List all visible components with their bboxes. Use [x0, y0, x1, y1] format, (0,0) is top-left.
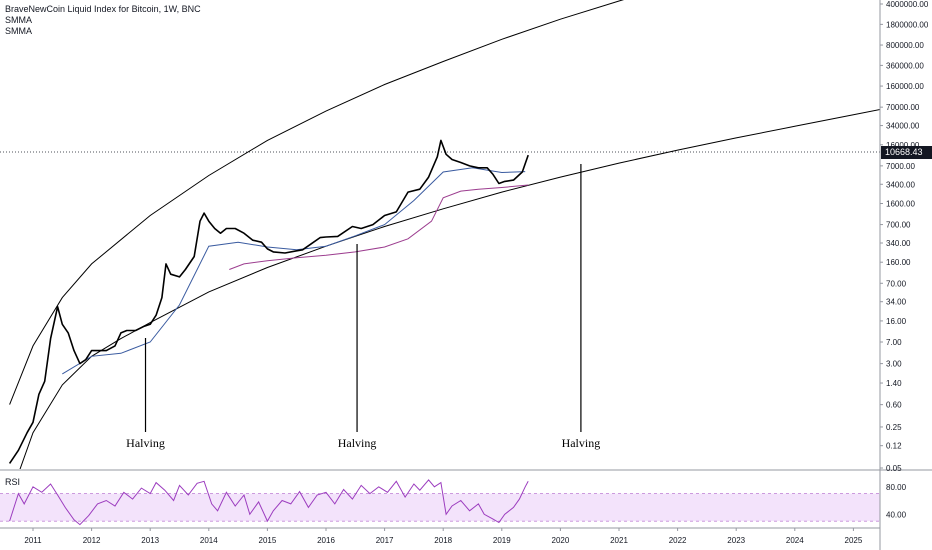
- price-axis-tick: 3400.00: [886, 180, 915, 189]
- price-axis-tick: 7.00: [886, 338, 902, 347]
- time-axis-tick: 2024: [786, 536, 804, 545]
- halving-label: Halving: [126, 436, 165, 450]
- time-axis-tick: 2018: [434, 536, 452, 545]
- time-axis-tick: 2015: [259, 536, 277, 545]
- price-axis-tick: 360000.00: [886, 61, 924, 70]
- price-axis-tick: 0.60: [886, 401, 902, 410]
- smma-layer: [62, 167, 529, 375]
- time-axis-tick: 2014: [200, 536, 218, 545]
- price-axis-tick: 0.12: [886, 442, 902, 451]
- price-axis-tick: 160000.00: [886, 82, 924, 91]
- price-axis-tick: 800000.00: [886, 41, 924, 50]
- time-axis-tick: 2016: [317, 536, 335, 545]
- price-axis-tick: 1800000.00: [886, 20, 929, 29]
- rsi-line: [9, 479, 529, 526]
- price-axis[interactable]: 4000000.00 1800000.00 800000.00 360000.00 16…: [880, 0, 929, 473]
- price-axis-tick: 16.00: [886, 317, 907, 326]
- rsi-layer: [9, 479, 529, 526]
- smma-slow-line: [229, 184, 529, 270]
- time-axis-tick: 2021: [610, 536, 628, 545]
- lower-growth-curve: [19, 109, 880, 469]
- halving-label: Halving: [338, 436, 377, 450]
- curve-layer: [9, 0, 880, 469]
- indicator-smma-slow[interactable]: SMMA: [5, 26, 32, 36]
- price-axis-tick: 7000.00: [886, 162, 915, 171]
- price-axis-tick: 70000.00: [886, 103, 920, 112]
- chart-legend: BraveNewCoin Liquid Index for Bitcoin, 1…: [5, 4, 201, 37]
- rsi-axis-tick: 40.00: [886, 510, 907, 519]
- time-axis[interactable]: 2011 2012 2013 2014 2015 2016 2017 2018 2019 2020…: [24, 528, 863, 545]
- price-axis-tick: 340.00: [886, 239, 911, 248]
- time-axis-tick: 2012: [83, 536, 101, 545]
- rsi-pane[interactable]: [0, 479, 880, 526]
- halving-label: Halving: [562, 436, 601, 450]
- price-axis-tick: 4000000.00: [886, 0, 929, 9]
- time-axis-tick: 2011: [24, 536, 42, 545]
- price-axis-tick: 1600.00: [886, 199, 915, 208]
- price-axis-tick: 3.00: [886, 360, 902, 369]
- price-axis-tick: 34000.00: [886, 122, 920, 131]
- halving-layer: Halving Halving Halving: [126, 164, 600, 450]
- time-axis-tick: 2020: [552, 536, 570, 545]
- upper-growth-curve: [9, 0, 625, 405]
- price-axis-tick: 16000.00: [886, 141, 920, 150]
- price-axis-tick: 1.40: [886, 379, 902, 388]
- rsi-band: [0, 493, 880, 522]
- time-axis-tick: 2017: [376, 536, 394, 545]
- time-axis-tick: 2025: [845, 536, 863, 545]
- price-axis-tick: 34.00: [886, 298, 907, 307]
- time-axis-tick: 2019: [493, 536, 511, 545]
- price-layer: [8, 139, 529, 464]
- smma-fast-line: [62, 167, 526, 375]
- time-axis-tick: 2023: [727, 536, 745, 545]
- time-axis-tick: 2013: [141, 536, 159, 545]
- price-axis-tick: 160.00: [886, 258, 911, 267]
- rsi-pane-label[interactable]: RSI: [5, 477, 21, 487]
- time-axis-tick: 2022: [669, 536, 687, 545]
- price-axis-tick: 0.05: [886, 464, 902, 473]
- price-axis-tick: 0.25: [886, 423, 902, 432]
- price-line: [8, 139, 529, 464]
- price-axis-tick: 70.00: [886, 279, 907, 288]
- price-pane[interactable]: Halving Halving Halving: [0, 0, 883, 474]
- last-price-badge: 10668.43: [881, 146, 932, 159]
- rsi-axis-tick: 80.00: [886, 483, 907, 492]
- rsi-axis[interactable]: 80.00 40.00: [886, 483, 907, 520]
- price-axis-tick: 700.00: [886, 221, 911, 230]
- symbol-title[interactable]: BraveNewCoin Liquid Index for Bitcoin, 1…: [5, 4, 201, 14]
- indicator-smma-fast[interactable]: SMMA: [5, 15, 32, 25]
